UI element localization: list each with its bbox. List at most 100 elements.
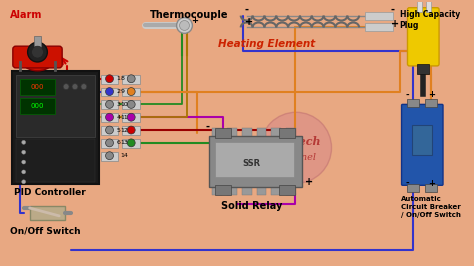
Circle shape (180, 20, 190, 30)
FancyBboxPatch shape (408, 8, 439, 66)
Text: +: + (391, 19, 399, 30)
Text: 000: 000 (31, 103, 44, 109)
Text: 8: 8 (120, 76, 124, 81)
Text: 1: 1 (117, 76, 120, 81)
Text: 10: 10 (120, 102, 128, 107)
Text: On/Off Switch: On/Off Switch (10, 227, 81, 236)
Text: 13: 13 (120, 140, 128, 145)
Bar (425, 184, 437, 192)
Bar (412, 125, 432, 155)
Bar (242, 128, 252, 195)
Circle shape (22, 150, 26, 154)
Circle shape (261, 112, 331, 183)
Text: 2: 2 (117, 89, 120, 94)
Bar (34, 36, 41, 50)
Circle shape (106, 113, 113, 121)
Bar (122, 113, 140, 122)
Bar (122, 75, 140, 84)
Circle shape (22, 180, 26, 184)
Text: TMTech: TMTech (271, 136, 321, 147)
Circle shape (177, 18, 192, 33)
Bar (16, 139, 95, 182)
Bar (215, 128, 231, 138)
Bar (417, 64, 429, 74)
Circle shape (63, 84, 69, 90)
Bar (16, 75, 95, 137)
Text: -: - (406, 90, 409, 99)
Bar (408, 99, 419, 107)
Text: Solid Relay: Solid Relay (221, 201, 283, 211)
Bar (212, 128, 222, 195)
Bar (215, 185, 231, 195)
Text: +: + (428, 90, 435, 99)
Text: +: + (305, 177, 313, 187)
Circle shape (32, 46, 44, 58)
Text: 000: 000 (31, 84, 44, 90)
Bar (271, 128, 281, 195)
Bar (100, 152, 118, 161)
Text: 4: 4 (117, 115, 120, 120)
Text: -: - (245, 5, 249, 15)
Text: -: - (205, 122, 209, 132)
Bar (122, 139, 140, 148)
FancyBboxPatch shape (13, 46, 62, 68)
Circle shape (128, 75, 135, 83)
Circle shape (106, 126, 113, 134)
Bar (365, 12, 392, 19)
Bar (227, 128, 237, 195)
Bar (122, 88, 140, 97)
Circle shape (81, 84, 87, 90)
Circle shape (128, 113, 135, 121)
Bar (20, 98, 55, 114)
Bar (29, 206, 65, 220)
Text: +: + (245, 18, 253, 27)
Bar (426, 0, 431, 12)
Text: Thermocouple: Thermocouple (150, 10, 228, 20)
Bar (100, 88, 118, 97)
Bar (100, 113, 118, 122)
Text: Heating Element: Heating Element (218, 39, 315, 49)
Circle shape (106, 152, 113, 160)
Bar (408, 184, 419, 192)
Bar (100, 101, 118, 109)
Text: 5: 5 (117, 127, 120, 132)
Bar (100, 139, 118, 148)
Bar (365, 23, 392, 31)
Bar (279, 185, 295, 195)
Bar (100, 126, 118, 135)
Circle shape (27, 42, 47, 62)
Circle shape (128, 139, 135, 147)
Circle shape (106, 88, 113, 95)
Circle shape (106, 139, 113, 147)
Text: 12: 12 (120, 127, 128, 132)
Text: Automatic
Circuit Breaker
/ On/Off Switch: Automatic Circuit Breaker / On/Off Switc… (401, 196, 460, 218)
Circle shape (128, 126, 135, 134)
Bar (256, 128, 266, 195)
Circle shape (22, 140, 26, 144)
Bar (20, 79, 55, 94)
Bar (122, 101, 140, 109)
Circle shape (106, 101, 113, 108)
Bar (12, 71, 99, 184)
Text: 6: 6 (117, 140, 120, 145)
Text: SSR: SSR (243, 159, 261, 168)
FancyBboxPatch shape (401, 104, 443, 185)
Bar (286, 128, 296, 195)
Text: High Capacity
Plug: High Capacity Plug (400, 10, 460, 31)
Text: 14: 14 (120, 153, 128, 158)
Text: Channel: Channel (275, 153, 317, 162)
Text: Alarm: Alarm (10, 10, 42, 20)
Bar (425, 99, 437, 107)
Wedge shape (16, 49, 59, 71)
Bar (122, 126, 140, 135)
Text: -: - (406, 179, 409, 188)
Bar (417, 0, 422, 12)
Text: 11: 11 (120, 115, 128, 120)
Text: +: + (428, 179, 435, 188)
Bar (209, 136, 302, 187)
Text: 9: 9 (120, 89, 124, 94)
Bar (215, 142, 294, 177)
Text: -: - (391, 5, 395, 15)
Text: +: + (191, 16, 199, 26)
Bar (100, 75, 118, 84)
